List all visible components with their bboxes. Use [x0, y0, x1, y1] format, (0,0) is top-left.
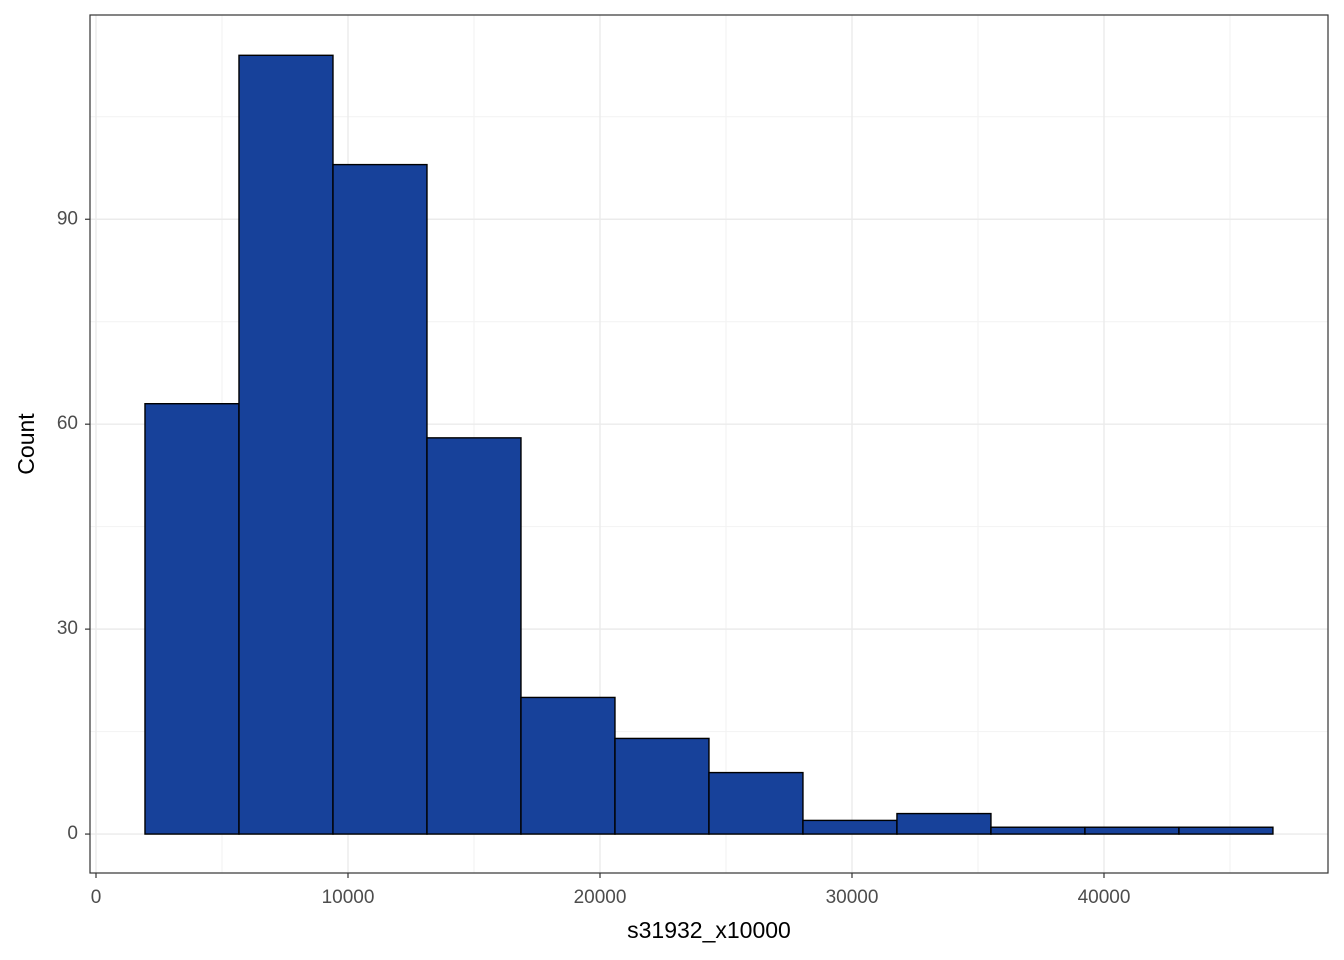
bar — [990, 826, 1086, 835]
bar — [1084, 826, 1180, 835]
bar — [520, 696, 616, 835]
bars — [144, 54, 1274, 835]
bar — [144, 402, 240, 835]
y-tick-label: 30 — [57, 618, 78, 639]
y-axis-title: Count — [13, 413, 39, 475]
x-tick-label: 20000 — [574, 887, 627, 908]
x-tick-label: 30000 — [826, 887, 879, 908]
bar — [802, 819, 898, 835]
y-tick-label: 60 — [57, 413, 78, 434]
bar — [708, 771, 804, 835]
x-axis-title: s31932_x10000 — [627, 917, 791, 943]
panel-border — [89, 14, 1329, 874]
y-tick-label: 90 — [57, 208, 78, 229]
bar — [426, 437, 522, 835]
bar — [614, 737, 710, 835]
bar — [896, 812, 992, 835]
bar — [238, 54, 334, 835]
bar — [1178, 826, 1274, 835]
bar — [332, 163, 428, 835]
x-tick-label: 0 — [91, 887, 102, 908]
x-tick-label: 10000 — [322, 887, 375, 908]
x-tick-label: 40000 — [1078, 887, 1131, 908]
y-tick-label: 0 — [67, 823, 78, 844]
